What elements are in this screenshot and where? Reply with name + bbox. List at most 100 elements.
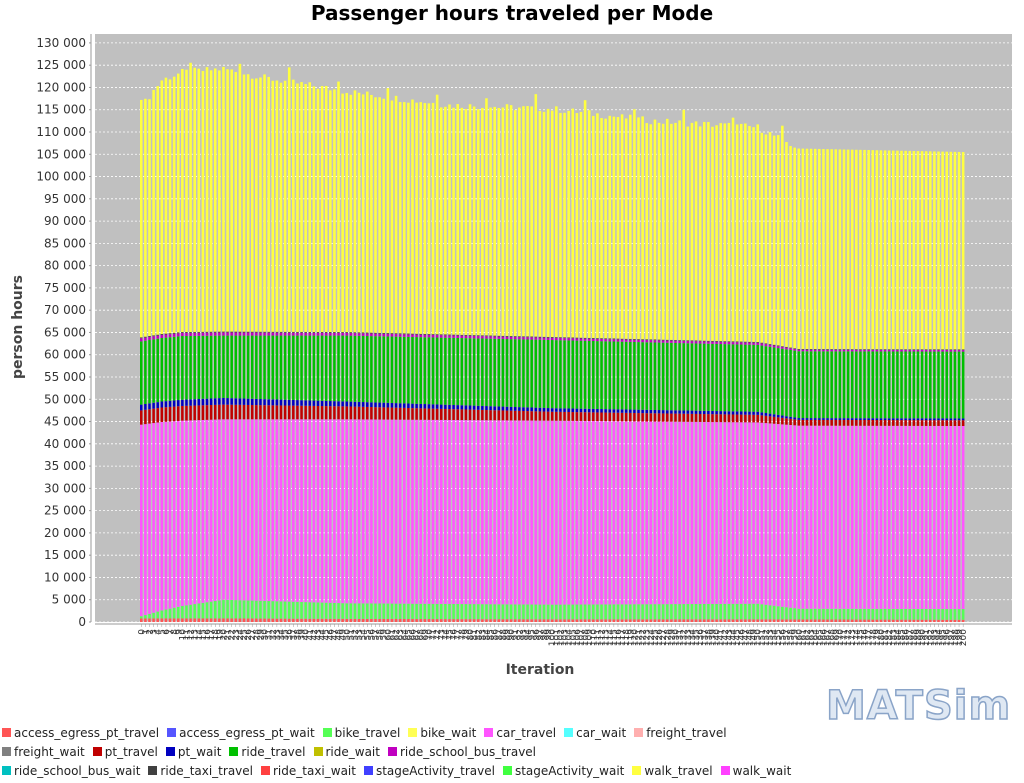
bar-segment-walk_travel [875, 150, 879, 350]
bar-segment-ride_taxi_travel [476, 335, 480, 337]
bar-segment-car_travel [316, 419, 320, 603]
bar-segment-access_egress_pt_travel [398, 619, 402, 622]
bar-segment-walk_travel [513, 110, 517, 337]
x-tick-label: 186 [902, 629, 912, 646]
x-tick-label: 100 [548, 629, 558, 646]
bar-segment-pt_travel [846, 419, 850, 426]
bar-segment-car_travel [604, 421, 607, 605]
bar-segment-walk_travel [805, 148, 809, 349]
x-tick-label: 120 [630, 629, 640, 646]
x-tick-label: 143 [725, 629, 735, 646]
bar-segment-ride_taxi_travel [842, 349, 846, 350]
x-tick-label: 191 [922, 629, 932, 646]
bar-segment-bike_travel [600, 604, 603, 620]
bar-segment-walk_travel [505, 104, 509, 336]
x-tick-label: 161 [799, 629, 809, 646]
legend: access_egress_pt_travel access_egress_pt_… [2, 726, 1022, 783]
x-tick-label: 190 [918, 629, 928, 646]
bar-segment-pt_travel [349, 406, 353, 420]
bar-segment-access_egress_pt_travel [863, 619, 866, 622]
bar-segment-ride_travel [181, 336, 184, 400]
bar-segment-pt_travel [813, 419, 817, 426]
bar-segment-ride_travel [818, 351, 821, 419]
bar-segment-car_travel [160, 421, 164, 611]
bar-segment-pt_travel [859, 419, 862, 426]
bar-segment-ride_school_bus_travel [727, 342, 731, 345]
legend-swatch [229, 747, 239, 756]
x-tick-label: 199 [955, 629, 965, 646]
bar-segment-access_egress_pt_travel [957, 619, 961, 622]
bar-segment-walk_travel [813, 148, 817, 350]
legend-item: car_wait [564, 726, 626, 740]
bar-segment-access_egress_pt_travel [320, 618, 324, 622]
bar-segment-bike_travel [620, 604, 624, 620]
bar-segment-ride_taxi_travel [756, 341, 759, 343]
bar-segment-car_travel [945, 425, 948, 610]
bar-segment-pt_wait [193, 399, 196, 406]
bar-segment-access_egress_pt_travel [912, 619, 916, 622]
x-tick-label: 113 [602, 629, 612, 646]
bar-segment-ride_travel [859, 351, 862, 419]
bar-segment-ride_school_bus_travel [205, 332, 209, 336]
bar-segment-pt_wait [423, 404, 427, 409]
bar-segment-pt_travel [394, 407, 398, 420]
bar-segment-ride_taxi_travel [518, 336, 521, 338]
legend-swatch [363, 766, 373, 775]
bar-segment-ride_taxi_travel [789, 347, 792, 349]
bar-segment-ride_taxi_travel [953, 349, 957, 351]
bar-segment-ride_travel [579, 340, 583, 409]
bar-segment-bike_travel [518, 604, 521, 620]
bar-segment-walk_travel [275, 80, 279, 332]
bar-segment-car_travel [230, 419, 233, 600]
x-tick-label: 78 [458, 629, 468, 641]
bar-segment-ride_school_bus_travel [456, 335, 459, 338]
bar-segment-bike_travel [324, 602, 328, 619]
bar-segment-pt_travel [637, 413, 640, 422]
x-tick-label: 125 [651, 629, 661, 646]
bar-segment-pt_wait [250, 398, 254, 406]
bar-segment-car_travel [920, 425, 924, 609]
bar-segment-pt_travel [719, 414, 722, 423]
bar-segment-car_travel [201, 419, 205, 603]
x-tick-label: 177 [865, 629, 875, 646]
bar-segment-pt_wait [711, 410, 714, 415]
bar-segment-bike_travel [912, 608, 916, 620]
bar-segment-ride_school_bus_travel [390, 333, 394, 337]
bar-segment-bike_travel [230, 599, 233, 619]
bar-segment-ride_taxi_travel [164, 333, 168, 335]
bar-segment-ride_taxi_travel [448, 334, 451, 336]
bar-segment-car_travel [407, 419, 410, 604]
bar-segment-ride_travel [505, 339, 509, 407]
bar-segment-pt_travel [587, 412, 591, 421]
bar-segment-access_egress_pt_travel [818, 619, 821, 622]
bar-segment-pt_wait [867, 418, 870, 420]
bar-segment-pt_travel [312, 405, 316, 420]
bar-segment-pt_travel [789, 418, 792, 425]
bar-segment-ride_taxi_travel [949, 349, 953, 351]
bar-segment-pt_wait [587, 408, 591, 413]
x-tick-label: 156 [778, 629, 788, 646]
bar-segment-ride_travel [222, 335, 225, 398]
bar-segment-ride_taxi_travel [230, 331, 233, 333]
x-tick-label: 167 [824, 629, 834, 646]
bar-segment-pt_wait [727, 411, 731, 415]
bar-segment-car_travel [912, 425, 916, 609]
bar-segment-ride_taxi_travel [752, 341, 755, 343]
bar-segment-car_travel [600, 421, 603, 605]
bar-segment-pt_travel [160, 407, 164, 422]
bar-segment-car_travel [735, 422, 739, 604]
x-tick-label: 14 [195, 629, 205, 641]
bar-segment-ride_travel [719, 344, 722, 412]
bar-segment-ride_school_bus_travel [296, 332, 299, 336]
bar-segment-pt_travel [468, 409, 472, 421]
x-tick-label: 145 [733, 629, 743, 646]
bar-segment-walk_travel [612, 116, 616, 339]
bar-segment-ride_taxi_travel [838, 349, 842, 350]
bar-segment-ride_school_bus_travel [916, 349, 920, 352]
bar-segment-ride_taxi_travel [341, 332, 344, 333]
bar-segment-pt_wait [518, 407, 521, 411]
bar-segment-pt_wait [670, 410, 673, 414]
legend-swatch [502, 766, 512, 775]
bar-segment-pt_travel [961, 420, 965, 426]
bar-segment-access_egress_pt_travel [579, 619, 583, 622]
